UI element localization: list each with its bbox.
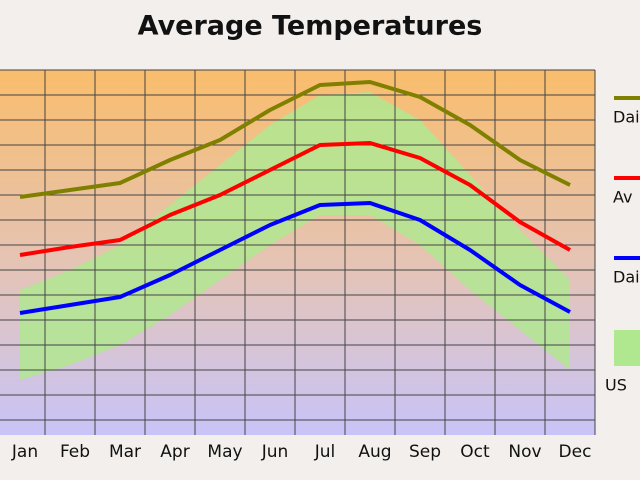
x-tick-label: May (207, 442, 242, 462)
x-tick-label: Mar (109, 442, 141, 462)
x-tick-label: Sep (409, 442, 441, 462)
x-tick-label: Jan (11, 442, 38, 462)
x-tick-label: Jun (261, 442, 289, 462)
chart-title: Average Temperatures (138, 11, 483, 42)
x-tick-label: Nov (508, 442, 541, 462)
x-tick-label: Apr (160, 442, 189, 462)
legend-label: Av (613, 188, 632, 207)
series-line (19, 141, 571, 257)
series-line (19, 80, 571, 199)
series-line (19, 201, 571, 315)
x-tick-label: Oct (460, 442, 490, 462)
legend-label: Dai (613, 268, 640, 287)
x-tick-label: Dec (559, 442, 592, 462)
legend-swatch (614, 330, 640, 366)
x-tick-label: Aug (358, 442, 391, 462)
x-tick-label: Jul (314, 442, 336, 462)
legend-label: Dai (613, 108, 640, 127)
legend-label: US (605, 376, 627, 395)
x-tick-label: Feb (60, 442, 90, 462)
